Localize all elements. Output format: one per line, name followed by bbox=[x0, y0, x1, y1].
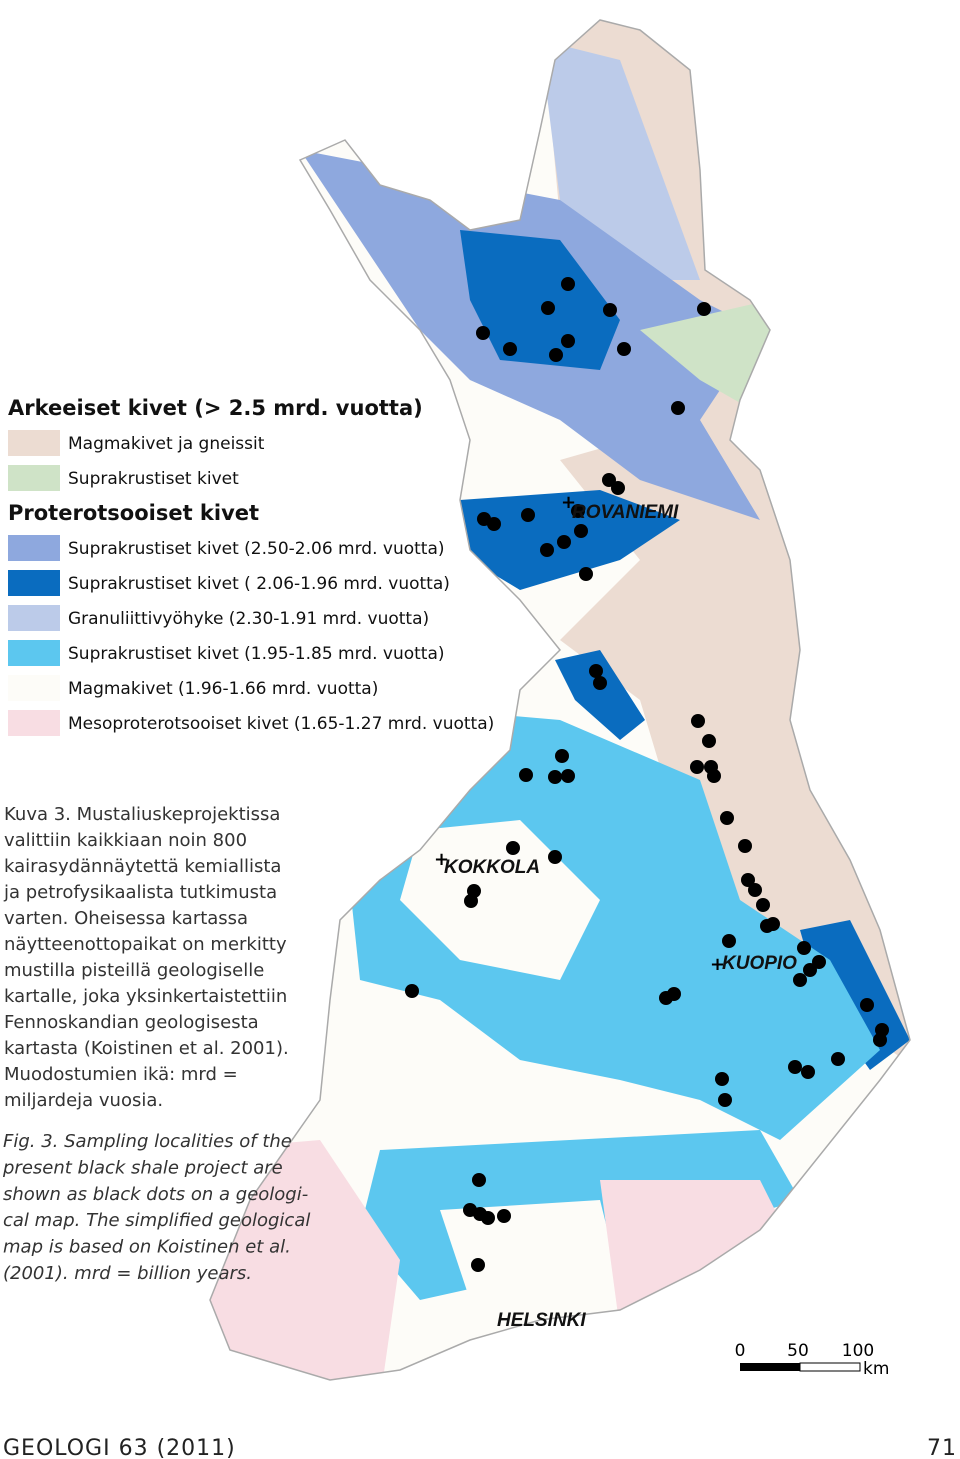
legend-swatch bbox=[8, 675, 60, 701]
city-label: KUOPIO bbox=[722, 953, 797, 974]
footer-page: 71 bbox=[927, 1436, 957, 1459]
city-label: ROVANIEMI bbox=[572, 502, 679, 523]
scale-label: 0 bbox=[735, 1341, 746, 1361]
caption-line: varten. Oheisessa kartassa bbox=[4, 908, 248, 929]
caption-line: näytteenottopaikat on merkitty bbox=[4, 934, 287, 955]
map-unit bbox=[460, 230, 620, 370]
city-label: KOKKOLA bbox=[444, 857, 540, 878]
footer-journal: GEOLOGI 63 (2011) bbox=[3, 1436, 236, 1459]
legend-swatch bbox=[8, 535, 60, 561]
caption-line: kairasydännäytettä kemiallista bbox=[4, 856, 281, 877]
legend-label: Mesoproterotsooiset kivet (1.65-1.27 mrd… bbox=[68, 714, 494, 734]
legend-swatch bbox=[8, 710, 60, 736]
caption-line: miljardeja vuosia. bbox=[4, 1090, 163, 1111]
svg-text:+: + bbox=[710, 954, 725, 975]
map-unit bbox=[555, 650, 645, 740]
caption-line: kartasta (Koistinen et al. 2001). bbox=[4, 1038, 289, 1059]
city-label: HELSINKI bbox=[497, 1310, 586, 1331]
legend-heading: Proterotsooiset kivet bbox=[8, 501, 259, 525]
map-unit bbox=[330, 700, 880, 1140]
legend-swatch bbox=[8, 570, 60, 596]
caption-line: kartalle, joka yksinkertaistettiin bbox=[4, 986, 287, 1007]
city-markers: + + + bbox=[434, 492, 725, 975]
scale-bar bbox=[740, 1362, 861, 1372]
caption-line: ja petrofysikaalista tutkimusta bbox=[3, 882, 277, 903]
sample-sites bbox=[405, 277, 889, 1272]
caption-line: valittiin kaikkiaan noin 800 bbox=[4, 830, 247, 851]
scale-label: 100 bbox=[842, 1341, 874, 1361]
legend-label: Suprakrustiset kivet ( 2.06-1.96 mrd. vu… bbox=[68, 574, 450, 594]
caption-line-en: map is based on Koistinen et al. bbox=[3, 1237, 291, 1258]
caption-line-en: shown as black dots on a geologi- bbox=[3, 1184, 308, 1205]
svg-text:+: + bbox=[434, 849, 449, 870]
caption-line: Kuva 3. Mustaliuskeprojektissa bbox=[4, 804, 280, 825]
caption-line-en: Fig. 3. Sampling localities of the bbox=[3, 1131, 292, 1152]
legend-swatch bbox=[8, 640, 60, 666]
map-unit bbox=[440, 1200, 620, 1300]
legend-swatch bbox=[8, 605, 60, 631]
map-unit bbox=[640, 300, 770, 420]
caption-line: Muodostumien ikä: mrd = bbox=[4, 1064, 238, 1085]
legend-label: Magmakivet ja gneissit bbox=[68, 434, 265, 454]
legend-label: Suprakrustiset kivet bbox=[68, 469, 239, 489]
caption-line-en: present black shale project are bbox=[2, 1157, 283, 1178]
legend-swatch bbox=[8, 465, 60, 491]
caption-line: Fennoskandian geologisesta bbox=[4, 1012, 259, 1033]
legend-label: Magmakivet (1.96-1.66 mrd. vuotta) bbox=[68, 679, 378, 699]
caption-line-en: cal map. The simplified geological bbox=[3, 1210, 310, 1231]
legend-label: Granuliittivyöhyke (2.30-1.91 mrd. vuott… bbox=[68, 609, 429, 629]
scale-label: 50 bbox=[787, 1341, 809, 1361]
legend-label: Suprakrustiset kivet (2.50-2.06 mrd. vuo… bbox=[68, 539, 445, 559]
svg-text:+: + bbox=[561, 492, 576, 513]
legend-swatch bbox=[8, 430, 60, 456]
map-unit bbox=[600, 1180, 800, 1330]
legend-label: Suprakrustiset kivet (1.95-1.85 mrd. vuo… bbox=[68, 644, 445, 664]
caption-line: mustilla pisteillä geologiselle bbox=[4, 960, 264, 981]
legend-heading: Arkeeiset kivet (> 2.5 mrd. vuotta) bbox=[8, 396, 423, 420]
caption-line-en: (2001). mrd = billion years. bbox=[3, 1263, 252, 1284]
scale-unit: km bbox=[863, 1359, 889, 1379]
